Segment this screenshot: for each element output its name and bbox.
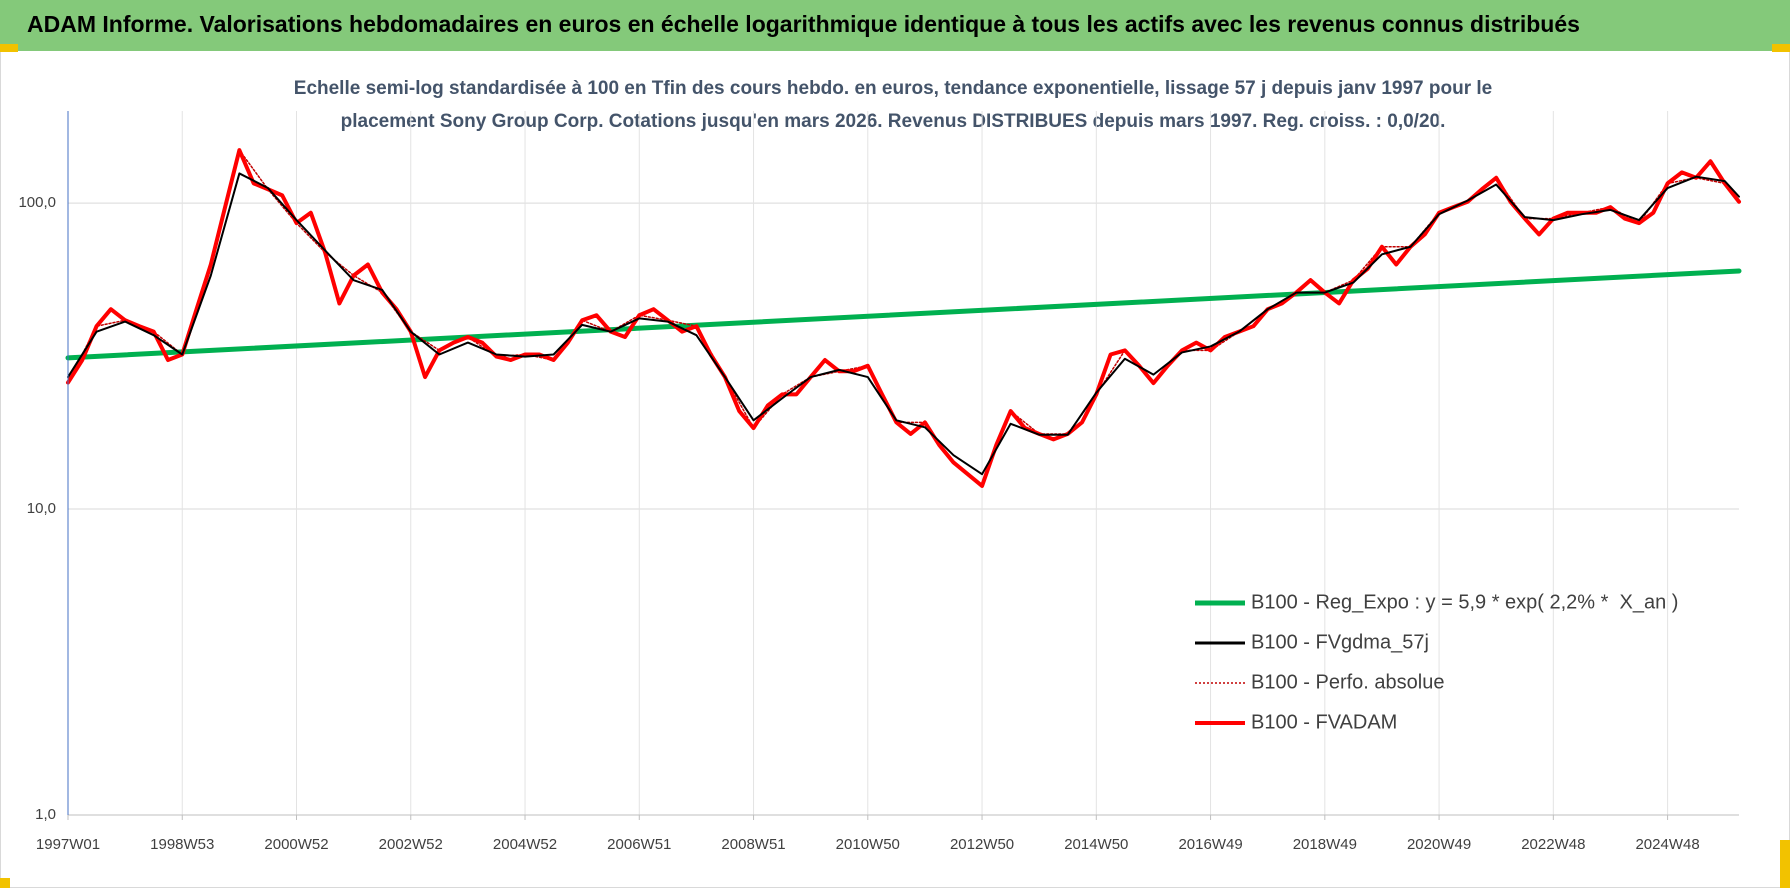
x-tick-label: 2018W49	[1293, 836, 1357, 853]
x-tick-label: 1997W01	[36, 836, 100, 853]
corner	[1780, 840, 1790, 888]
legend-label: B100 - Perfo. absolue	[1251, 671, 1444, 693]
corner	[0, 44, 18, 52]
x-tick-label: 2002W52	[379, 836, 443, 853]
x-tick-label: 2024W48	[1635, 836, 1699, 853]
x-tick-label: 2014W50	[1064, 836, 1128, 853]
x-tick-label: 2000W52	[264, 836, 328, 853]
y-tick-label: 100,0	[18, 194, 56, 211]
x-tick-label: 2012W50	[950, 836, 1014, 853]
grid	[67, 111, 1739, 816]
y-tick-label: 10,0	[27, 500, 56, 517]
x-tick-label: 2016W49	[1178, 836, 1242, 853]
x-tick-label: 1998W53	[150, 836, 214, 853]
chart-subtitle: placement Sony Group Corp. Cotations jus…	[341, 111, 1446, 132]
x-tick-label: 2010W50	[836, 836, 900, 853]
y-tick-label: 1,0	[35, 806, 56, 823]
chart-title: ADAM Informe. Valorisations hebdomadaire…	[27, 11, 1580, 37]
legend: B100 - Reg_Expo : y = 5,9 * exp( 2,2% * …	[1195, 591, 1678, 733]
corner	[0, 878, 10, 888]
chart-subtitle: Echelle semi-log standardisée à 100 en T…	[294, 78, 1492, 99]
axes: 1,0 10,0 100,0 1997W01 1998W53 2000W52 2002W52…	[18, 111, 1739, 853]
title-band	[0, 0, 1790, 51]
plot	[65, 148, 1742, 488]
corner	[1772, 44, 1790, 52]
legend-label: B100 - FVgdma_57j	[1251, 631, 1429, 653]
x-tick-label: 2022W48	[1521, 836, 1585, 853]
series-line	[65, 268, 1742, 361]
legend-label: B100 - FVADAM	[1251, 711, 1397, 733]
x-tick-label: 2006W51	[607, 836, 671, 853]
legend-label: B100 - Reg_Expo : y = 5,9 * exp( 2,2% * …	[1251, 591, 1678, 613]
series-line	[67, 172, 1740, 476]
x-tick-label: 2020W49	[1407, 836, 1471, 853]
x-tick-label: 2004W52	[493, 836, 557, 853]
x-tick-label: 2008W51	[721, 836, 785, 853]
